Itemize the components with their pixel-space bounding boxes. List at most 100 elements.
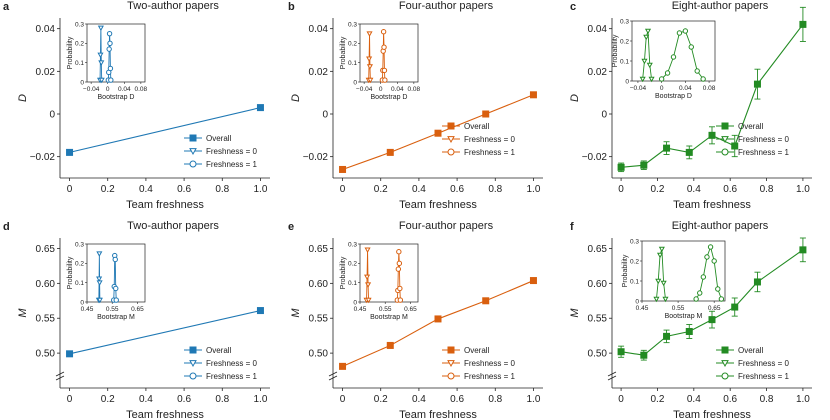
panel-title: Two-author papers — [127, 0, 219, 12]
x-tick-label: 0.4 — [687, 184, 701, 195]
inset-x-tick-label: 0 — [660, 85, 664, 92]
inset-dist-point-dist0 — [365, 282, 372, 288]
inset-dist-point-dist1 — [380, 29, 387, 35]
inset-dist-line-dist1 — [695, 245, 722, 300]
x-tick-label: 0.2 — [101, 394, 115, 405]
inset-x-tick-label: 0.45 — [81, 306, 94, 313]
legend-label: Overall — [464, 122, 490, 131]
data-point — [685, 327, 693, 335]
inset-frame — [86, 23, 146, 83]
inset-dist-point-dist1 — [704, 254, 710, 260]
inset-dist-point-dist1 — [711, 258, 717, 264]
inset-dist-point-dist0 — [653, 296, 660, 303]
legend-marker — [447, 136, 455, 144]
inset-y-tick-label: 0.3 — [75, 21, 84, 28]
x-tick-label: 0.8 — [760, 184, 774, 195]
legend-marker — [189, 346, 197, 354]
inset-dist-point-dist1 — [113, 297, 119, 303]
data-point — [482, 110, 490, 118]
inset-x-axis-label: Bootstrap M — [370, 314, 408, 321]
legend-marker — [721, 122, 729, 130]
y-tick-label: 0.04 — [588, 24, 608, 35]
x-tick-label: 0 — [618, 394, 624, 405]
inset-x-tick-label: 0.65 — [131, 306, 144, 313]
inset-y-axis-label: Probability — [340, 36, 347, 69]
inset-y-axis-label: Probability — [612, 34, 619, 67]
inset-dist-point-dist1 — [395, 266, 402, 272]
inset-dist-point-dist0 — [646, 62, 653, 69]
inset-x-tick-label: 0.08 — [703, 85, 716, 92]
data-point — [799, 246, 807, 254]
data-point — [386, 341, 394, 349]
legend-marker — [189, 160, 197, 168]
y-tick-label: 0.02 — [36, 67, 56, 78]
legend: Overall Freshness = 0 Freshness = 1 — [184, 134, 257, 169]
panel-title: Eight-author papers — [672, 0, 769, 12]
x-tick-label: 0.4 — [412, 394, 426, 405]
inset-dist-point-dist0 — [656, 252, 664, 259]
y-tick-label: 0.65 — [588, 244, 608, 255]
x-tick-label: 0.8 — [488, 184, 502, 195]
inset-x-tick-label: 0.04 — [118, 86, 131, 93]
inset-dist-point-dist1 — [106, 46, 112, 52]
inset-dist-point-dist0 — [639, 76, 646, 83]
legend-marker — [447, 360, 455, 368]
series-line — [69, 107, 261, 153]
inset-dist-point-dist1 — [682, 28, 689, 34]
panel-e: e Four-author papers 0 0.2 0.4 0.6 0.8 1.0 0.50 0… — [288, 220, 543, 420]
inset-frame — [641, 240, 726, 302]
x-tick-label: 0.2 — [374, 394, 388, 405]
data-point — [731, 142, 739, 150]
data-point — [663, 144, 671, 152]
inset-y-tick-label: 0.2 — [348, 261, 357, 268]
inset-dist-point-dist1 — [658, 76, 665, 82]
y-axis-label: M — [17, 308, 29, 318]
inset-y-tick-label: 0.2 — [630, 258, 639, 265]
inset-y-tick-label: 0.3 — [75, 241, 84, 248]
y-tick-label: 0.02 — [588, 67, 608, 78]
inset-dist-point-dist1 — [396, 249, 402, 255]
inset-dist-point-dist0 — [662, 296, 669, 303]
inset-x-axis-label: Bootstrap D — [655, 93, 692, 100]
inset-dist-point-dist0 — [367, 77, 374, 84]
y-tick-label: −0.02 — [303, 152, 329, 163]
legend-label: Freshness = 0 — [206, 359, 257, 368]
inset-dist-point-dist1 — [113, 285, 119, 292]
x-axis-label: Team freshness — [126, 199, 204, 211]
x-tick-label: 0.8 — [215, 184, 229, 195]
y-tick-label: 0.65 — [36, 244, 56, 255]
panel-a: a Two-author papers 0 0.2 0.4 0.6 0.8 1.0 −0.02 0… — [3, 0, 270, 211]
inset-dist-point-dist1 — [715, 286, 721, 292]
inset-dist-point-dist0 — [643, 34, 650, 41]
inset-dist-point-dist1 — [718, 296, 725, 302]
panel-title: Four-author papers — [399, 0, 494, 12]
legend-label: Overall — [738, 122, 764, 131]
inset-dist-point-dist0 — [366, 31, 373, 37]
legend-label: Overall — [738, 346, 764, 355]
x-tick-label: 0 — [618, 184, 624, 195]
inset-frame — [359, 243, 419, 303]
data-point — [339, 165, 347, 173]
legend-label: Freshness = 1 — [206, 372, 257, 381]
data-point — [663, 332, 671, 340]
data-point — [434, 129, 442, 137]
data-point — [339, 362, 347, 370]
y-tick-label: 0 — [49, 110, 55, 121]
axis-break — [55, 375, 65, 381]
inset-x-axis-label: Bootstrap M — [97, 314, 135, 321]
y-tick-label: 0 — [322, 110, 328, 121]
y-tick-label: 0.04 — [36, 24, 56, 35]
data-point — [66, 148, 74, 156]
inset-x-tick-label: 0.04 — [679, 85, 692, 92]
data-point — [529, 91, 537, 99]
y-axis-label: D — [290, 94, 302, 102]
x-axis-label: Team freshness — [673, 199, 751, 211]
x-axis-label: Team freshness — [673, 409, 751, 420]
data-point — [640, 161, 648, 169]
inset-dist-line-dist1 — [661, 30, 704, 80]
legend-label: Overall — [206, 134, 232, 143]
x-tick-label: 0.6 — [177, 184, 191, 195]
inset-x-tick-label: 0.04 — [391, 86, 404, 93]
legend-label: Overall — [464, 346, 490, 355]
